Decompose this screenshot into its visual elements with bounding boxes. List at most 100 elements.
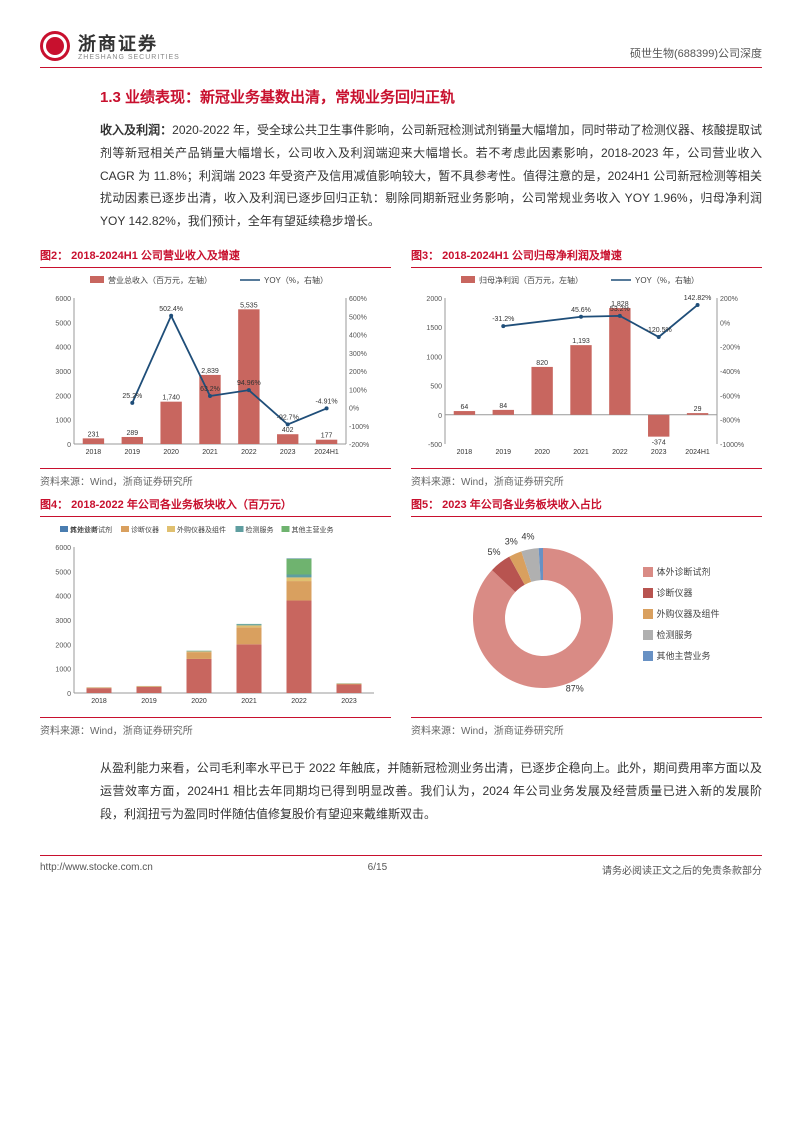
svg-text:6000: 6000 [55,545,71,552]
figure-5: 图5： 2023 年公司各业务板块收入占比 87%5%3%4% 体外诊断试剂诊断… [411,496,762,737]
svg-text:100%: 100% [349,387,367,394]
svg-text:2019: 2019 [495,449,511,456]
fig3-title: 图3： 2018-2024H1 公司归母净利润及增速 [411,247,762,268]
legend-item: 外购仪器及组件 [643,607,719,620]
svg-text:-92.7%: -92.7% [277,414,299,421]
figure-2: 图2： 2018-2024H1 公司营业收入及增速 营业总收入（百万元，左轴）Y… [40,247,391,488]
legend-item: 诊断仪器 [643,586,719,599]
section-title: 1.3 业绩表现：新冠业务基数出清，常规业务回归正轨 [40,86,762,107]
svg-text:64: 64 [461,404,469,411]
svg-text:820: 820 [536,360,548,367]
svg-text:2020: 2020 [534,449,550,456]
company-name: 浙商证券 [78,30,180,56]
svg-text:200%: 200% [720,296,738,303]
svg-text:-800%: -800% [720,418,740,425]
svg-text:2000: 2000 [55,642,71,649]
svg-text:2022: 2022 [612,449,628,456]
svg-text:1000: 1000 [55,418,71,425]
svg-text:2022: 2022 [291,698,307,705]
svg-text:200%: 200% [349,369,367,376]
svg-text:归母净利润（百万元，左轴）: 归母净利润（百万元，左轴） [479,275,583,285]
svg-text:YOY（%，右轴）: YOY（%，右轴） [264,275,328,285]
svg-text:1000: 1000 [426,354,442,361]
svg-text:2020: 2020 [163,449,179,456]
fig2-source: 资料来源：Wind，浙商证券研究所 [40,468,391,488]
svg-text:402: 402 [282,427,294,434]
svg-text:2023: 2023 [280,449,296,456]
svg-text:检测服务: 检测服务 [246,525,274,534]
svg-text:1000: 1000 [55,667,71,674]
figure-4: 图4： 2018-2022 年公司各业务板块收入（百万元） 体外诊断试剂诊断仪器… [40,496,391,737]
svg-text:5%: 5% [488,547,501,557]
svg-text:外购仪器及组件: 外购仪器及组件 [177,525,226,534]
svg-text:4%: 4% [522,531,535,541]
footer-page: 6/15 [368,862,387,877]
svg-text:2019: 2019 [141,698,157,705]
svg-text:0%: 0% [349,405,359,412]
svg-text:1500: 1500 [426,325,442,332]
svg-text:2018: 2018 [91,698,107,705]
svg-text:5000: 5000 [55,569,71,576]
svg-text:500%: 500% [349,314,367,321]
svg-text:-100%: -100% [349,424,369,431]
svg-text:4000: 4000 [55,345,71,352]
svg-text:300%: 300% [349,351,367,358]
chart-svg: 归母净利润（百万元，左轴） YOY（%，右轴） -500 0 500 1000 1500 20… [411,274,751,464]
svg-text:2018: 2018 [457,449,473,456]
svg-text:1,193: 1,193 [572,338,590,345]
header: 浙商证券 ZHESHANG SECURITIES 硕世生物(688399)公司深… [40,30,762,61]
svg-text:2021: 2021 [241,698,257,705]
svg-text:-120.5%: -120.5% [646,327,672,334]
fig3-source: 资料来源：Wind，浙商证券研究所 [411,468,762,488]
figure-3: 图3： 2018-2024H1 公司归母净利润及增速 归母净利润（百万元，左轴）… [411,247,762,488]
logo-icon [40,31,70,61]
svg-text:2023: 2023 [341,698,357,705]
svg-text:25.2%: 25.2% [122,393,142,400]
svg-text:2021: 2021 [202,449,218,456]
svg-text:0%: 0% [720,320,730,327]
svg-text:0: 0 [67,442,71,449]
svg-text:-31.2%: -31.2% [492,316,514,323]
svg-text:231: 231 [88,431,100,438]
svg-text:0: 0 [438,413,442,420]
svg-text:2,839: 2,839 [201,368,219,375]
svg-text:289: 289 [126,430,138,437]
svg-text:-200%: -200% [720,345,740,352]
paragraph-1: 收入及利润：2020-2022 年，受全球公共卫生事件影响，公司新冠检测试剂销量… [40,119,762,233]
svg-text:45.6%: 45.6% [571,307,591,314]
para1-body: 2020-2022 年，受全球公共卫生事件影响，公司新冠检测试剂销量大幅增加，同… [100,123,762,228]
footer-note: 请务必阅读正文之后的免责条款部分 [602,862,762,877]
legend-item: 检测服务 [643,628,719,641]
svg-text:2021: 2021 [573,449,589,456]
svg-text:94.96%: 94.96% [237,380,261,387]
svg-text:177: 177 [321,433,333,440]
footer-url: http://www.stocke.com.cn [40,862,153,877]
fig5-title: 图5： 2023 年公司各业务板块收入占比 [411,496,762,517]
svg-text:3000: 3000 [55,618,71,625]
svg-text:1,740: 1,740 [162,395,180,402]
svg-text:-4.91%: -4.91% [315,398,337,405]
svg-text:其他业务: 其他业务 [70,525,98,534]
svg-text:2024H1: 2024H1 [314,449,339,456]
fig4-title: 图4： 2018-2022 年公司各业务板块收入（百万元） [40,496,391,517]
stacked-bar-chart: 体外诊断试剂诊断仪器外购仪器及组件检测服务其他主营业务其他业务010002000… [40,523,380,713]
svg-text:29: 29 [694,406,702,413]
svg-text:0: 0 [67,691,71,698]
svg-text:500: 500 [430,384,442,391]
para1-lead: 收入及利润： [100,123,172,137]
svg-text:诊断仪器: 诊断仪器 [131,525,159,534]
svg-text:600%: 600% [349,296,367,303]
svg-text:2019: 2019 [124,449,140,456]
fig4-source: 资料来源：Wind，浙商证券研究所 [40,717,391,737]
svg-text:-1000%: -1000% [720,442,744,449]
svg-text:-500: -500 [428,442,442,449]
svg-text:营业总收入（百万元，左轴）: 营业总收入（百万元，左轴） [108,275,212,285]
svg-text:YOY（%，右轴）: YOY（%，右轴） [635,275,699,285]
svg-text:63.2%: 63.2% [200,386,220,393]
svg-text:2020: 2020 [191,698,207,705]
svg-text:3000: 3000 [55,369,71,376]
footer: http://www.stocke.com.cn 6/15 请务必阅读正文之后的… [40,855,762,877]
svg-text:6000: 6000 [55,296,71,303]
svg-text:2018: 2018 [86,449,102,456]
svg-text:84: 84 [499,403,507,410]
